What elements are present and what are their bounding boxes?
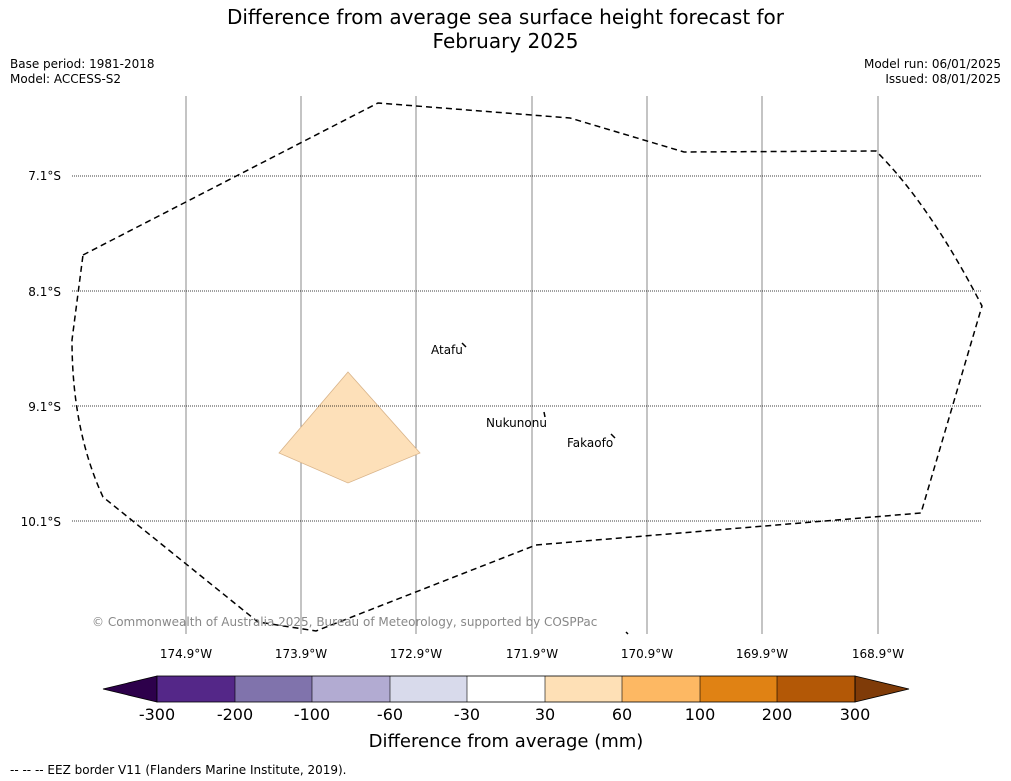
copyright-text: © Commonwealth of Australia 2025, Bureau… <box>92 615 597 629</box>
issued-text: Issued: 08/01/2025 <box>885 72 1001 86</box>
lat-label: 10.1°S <box>21 515 61 529</box>
model-text: Model: ACCESS-S2 <box>10 72 122 86</box>
colorbar-tick-label: -60 <box>377 705 403 724</box>
atafu-island-shape <box>461 342 467 348</box>
colorbar-bin <box>390 676 467 702</box>
base-period-text: Base period: 1981-2018 <box>10 57 155 71</box>
colorbar-bin <box>157 676 235 702</box>
colorbar-tick-label: 200 <box>762 705 793 724</box>
small-islet-shape <box>625 631 629 635</box>
meta-left: Base period: 1981-2018 Model: ACCESS-S2 <box>10 57 155 87</box>
colorbar-bin <box>235 676 312 702</box>
nukunonu-island-shape <box>543 411 546 418</box>
place-label-fakaofo: Fakaofo <box>567 436 613 450</box>
lat-label: 8.1°S <box>28 285 61 299</box>
anomaly-patch <box>278 371 421 484</box>
colorbar-bin <box>622 676 700 702</box>
chart-title-line-1: Difference from average sea surface heig… <box>226 5 785 29</box>
colorbar-bin <box>700 676 777 702</box>
chart-title: Difference from average sea surface heig… <box>0 5 1011 53</box>
colorbar-tick-label: -100 <box>294 705 330 724</box>
model-run-text: Model run: 06/01/2025 <box>863 57 1001 71</box>
lat-label: 9.1°S <box>28 400 61 414</box>
place-label-nukunonu: Nukunonu <box>486 416 547 430</box>
lon-label: 169.9°W <box>736 647 788 661</box>
colorbar-extend-below <box>102 675 158 703</box>
longitude-gridlines <box>185 96 879 634</box>
eez-border <box>71 102 983 632</box>
fakaofo-island-shape <box>610 433 616 439</box>
colorbar-tick-label: 60 <box>612 705 632 724</box>
lon-label: 171.9°W <box>506 647 558 661</box>
lon-label: 170.9°W <box>621 647 673 661</box>
lat-label: 7.1°S <box>28 169 61 183</box>
colorbar-title: Difference from average (mm) <box>369 731 644 752</box>
colorbar-frame <box>156 675 856 703</box>
lon-label: 168.9°W <box>852 647 904 661</box>
colorbar-bin <box>312 676 390 702</box>
eez-legend-text: -- -- -- EEZ border V11 (Flanders Marine… <box>10 763 347 777</box>
colorbar-extend-above <box>854 675 910 703</box>
lon-label: 173.9°W <box>275 647 327 661</box>
colorbar-tick-label: -200 <box>217 705 253 724</box>
place-label-atafu: Atafu <box>431 343 463 357</box>
colorbar-bin <box>545 676 622 702</box>
lon-label: 172.9°W <box>390 647 442 661</box>
colorbar-tick-label: -300 <box>139 705 175 724</box>
lon-label: 174.9°W <box>160 647 212 661</box>
chart-title-line-2: February 2025 <box>432 29 579 53</box>
colorbar: -300 -200 -100 -60 -30 30 60 100 200 300… <box>102 675 910 752</box>
colorbar-bin <box>777 676 855 702</box>
latitude-gridlines <box>72 175 982 522</box>
colorbar-tick-label: 30 <box>535 705 555 724</box>
colorbar-bin <box>467 676 545 702</box>
meta-right: Model run: 06/01/2025 Issued: 08/01/2025 <box>864 57 1001 87</box>
colorbar-tick-label: -30 <box>454 705 480 724</box>
colorbar-tick-label: 300 <box>840 705 871 724</box>
colorbar-tick-label: 100 <box>685 705 716 724</box>
